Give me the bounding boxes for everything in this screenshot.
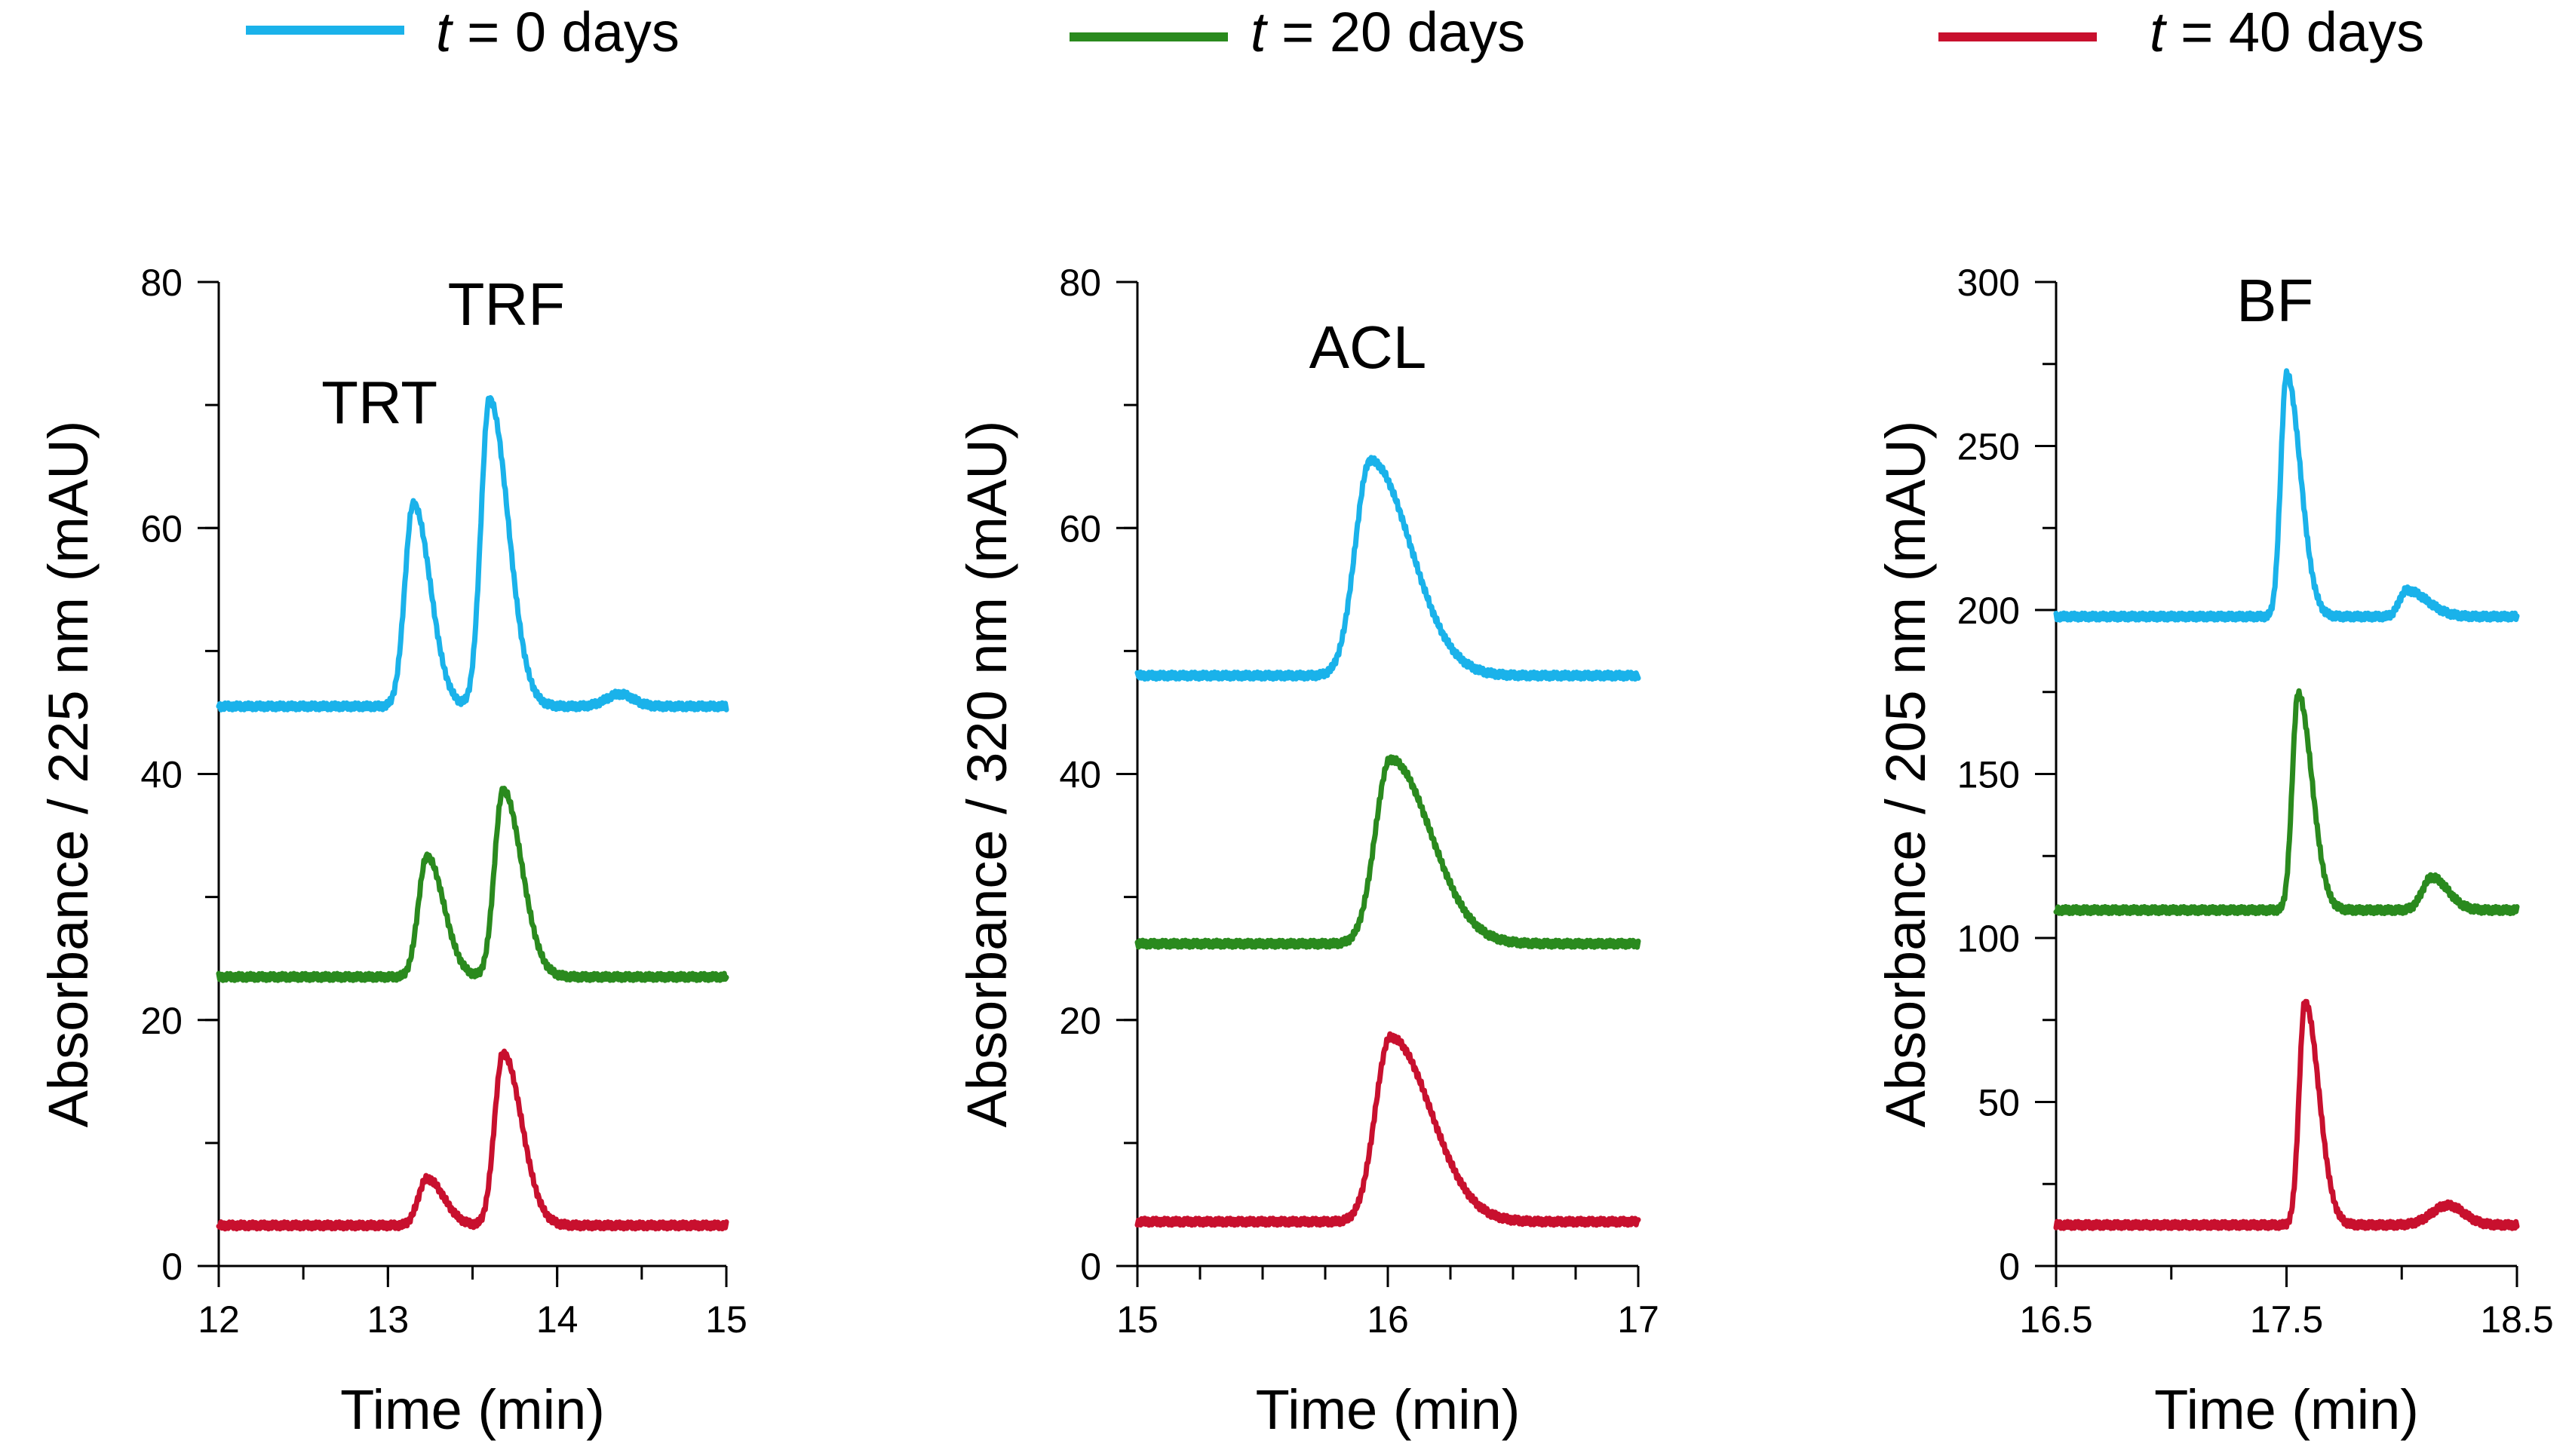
legend-label-t20: t = 20 days [1251, 1, 1525, 63]
y-tick-label: 80 [140, 262, 183, 304]
peak-label-trt: TRT [321, 369, 437, 437]
y-tick-label: 50 [1978, 1082, 2020, 1124]
x-tick-label: 18.5 [2480, 1298, 2553, 1341]
y-tick-label: 100 [1957, 918, 2020, 960]
x-axis-title: Time (min) [340, 1378, 605, 1441]
legend-label-t0: t = 0 days [436, 1, 680, 63]
x-tick-label: 12 [198, 1298, 240, 1341]
x-axis-title: Time (min) [1256, 1378, 1521, 1441]
trace-t-40-days [1134, 1031, 1641, 1228]
panel-320nm: 15 16 17 0 20 40 60 80 Time (min) Absorbance / 32… [956, 262, 1659, 1441]
trace-t-0-days [1134, 455, 1641, 682]
y-tick-label: 250 [1957, 426, 2020, 468]
y-axis-title: Absorbance / 320 nm (mAU) [956, 421, 1018, 1128]
y-tick-label: 60 [140, 507, 183, 550]
legend-item-t40: t = 40 days [1938, 1, 2424, 63]
x-axis-title: Time (min) [2154, 1378, 2419, 1441]
x-tick-label: 16.5 [2019, 1298, 2092, 1341]
y-tick-label: 0 [161, 1246, 183, 1288]
trace-t-20-days [1134, 754, 1641, 950]
trace-t-20-days [2053, 688, 2520, 917]
x-tick-label: 15 [705, 1298, 747, 1341]
y-tick-label: 80 [1059, 262, 1101, 304]
x-tick-label: 17 [1617, 1298, 1659, 1341]
y-tick-label: 300 [1957, 262, 2020, 304]
x-tick-label: 13 [367, 1298, 410, 1341]
x-tick-label: 14 [536, 1298, 579, 1341]
y-axis-title: Absorbance / 225 nm (mAU) [37, 421, 100, 1128]
trace-t-0-days [2053, 368, 2520, 623]
y-tick-label: 40 [140, 754, 183, 796]
legend-label-t40: t = 40 days [2150, 1, 2424, 63]
trace-t-40-days [2053, 998, 2520, 1231]
y-tick-label: 60 [1059, 507, 1101, 550]
y-axis-title: Absorbance / 205 nm (mAU) [1874, 421, 1937, 1128]
legend-item-t0: t = 0 days [246, 1, 680, 63]
y-tick-label: 40 [1059, 754, 1101, 796]
y-tick-label: 200 [1957, 590, 2020, 632]
peak-label-trf: TRF [448, 271, 566, 338]
legend: t = 0 days t = 20 days t = 40 days [246, 1, 2424, 63]
y-tick-label: 20 [140, 1000, 183, 1042]
y-tick-label: 0 [1999, 1246, 2020, 1288]
trace-t-40-days [216, 1048, 729, 1232]
x-tick-label: 17.5 [2250, 1298, 2323, 1341]
x-tick-label: 15 [1116, 1298, 1159, 1341]
panel-225nm: 12 13 14 15 0 20 40 60 80 Time (min) Absorbance / … [37, 262, 747, 1441]
y-tick-label: 20 [1059, 1000, 1101, 1042]
trace-t-0-days [216, 395, 729, 713]
panel-205nm: 16.5 17.5 18.5 0 50 100 150 200 250 300 Time (min)… [1874, 262, 2554, 1441]
peak-label-acl: ACL [1309, 314, 1427, 381]
y-tick-label: 0 [1080, 1246, 1101, 1288]
trace-t-20-days [216, 786, 729, 983]
y-tick-label: 150 [1957, 754, 2020, 796]
peak-label-bf: BF [2236, 267, 2313, 334]
legend-item-t20: t = 20 days [1070, 1, 1525, 63]
x-tick-label: 16 [1367, 1298, 1409, 1341]
